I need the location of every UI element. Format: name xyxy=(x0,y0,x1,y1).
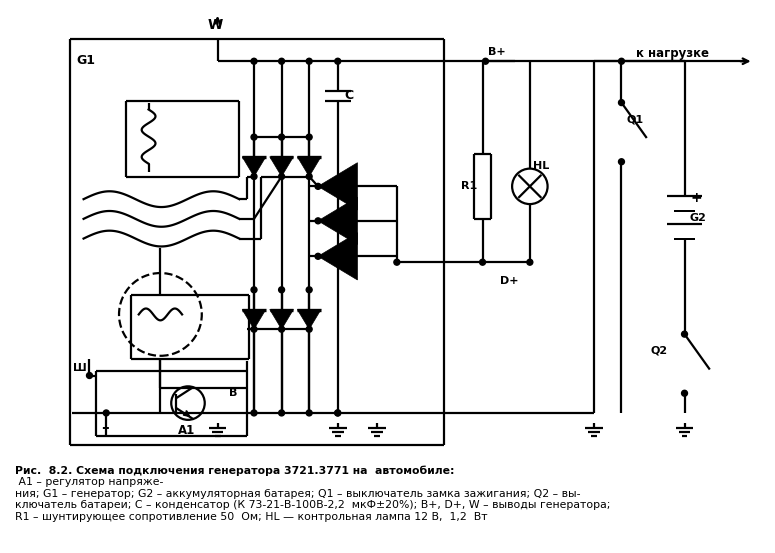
Circle shape xyxy=(315,184,321,189)
Text: В: В xyxy=(229,388,238,398)
Circle shape xyxy=(315,218,321,224)
Polygon shape xyxy=(242,310,266,329)
Circle shape xyxy=(480,259,485,265)
Polygon shape xyxy=(318,197,357,244)
Circle shape xyxy=(483,58,488,64)
Text: HL: HL xyxy=(532,161,549,171)
Text: G1: G1 xyxy=(77,54,95,67)
Circle shape xyxy=(618,100,625,106)
Circle shape xyxy=(279,58,284,64)
Text: W: W xyxy=(208,18,223,32)
Circle shape xyxy=(279,410,284,416)
Polygon shape xyxy=(242,157,266,176)
Text: Ш: Ш xyxy=(73,363,87,373)
Text: A1: A1 xyxy=(178,424,195,437)
Circle shape xyxy=(279,134,284,140)
Circle shape xyxy=(251,326,257,332)
Circle shape xyxy=(251,134,257,140)
Circle shape xyxy=(87,373,92,378)
Polygon shape xyxy=(318,233,357,280)
Circle shape xyxy=(681,331,687,337)
Text: А1 – регулятор напряже-
ния; G1 – генератор; G2 – аккумуляторная батарея; Q1 – в: А1 – регулятор напряже- ния; G1 – генера… xyxy=(15,477,610,522)
Circle shape xyxy=(306,410,312,416)
Text: Q1: Q1 xyxy=(626,114,643,124)
Circle shape xyxy=(306,326,312,332)
Circle shape xyxy=(306,58,312,64)
Text: G2: G2 xyxy=(690,213,706,223)
Circle shape xyxy=(251,174,257,180)
Text: к нагрузке: к нагрузке xyxy=(636,48,709,60)
Text: Рис.  8.2. Схема подключения генератора 3721.3771 на  автомобиле:: Рис. 8.2. Схема подключения генератора 3… xyxy=(15,465,454,476)
Text: C: C xyxy=(345,89,353,102)
Text: В+: В+ xyxy=(488,48,506,58)
Text: D+: D+ xyxy=(501,276,518,286)
Text: +: + xyxy=(691,191,702,205)
Circle shape xyxy=(251,287,257,293)
Circle shape xyxy=(279,287,284,293)
Polygon shape xyxy=(270,157,294,176)
Circle shape xyxy=(279,174,284,180)
Circle shape xyxy=(335,58,341,64)
Circle shape xyxy=(315,253,321,259)
Circle shape xyxy=(618,58,625,64)
Circle shape xyxy=(251,410,257,416)
Text: –: – xyxy=(102,420,109,435)
Circle shape xyxy=(394,259,400,265)
Circle shape xyxy=(306,174,312,180)
Text: R1: R1 xyxy=(461,181,477,191)
Circle shape xyxy=(527,259,532,265)
Circle shape xyxy=(681,390,687,396)
Circle shape xyxy=(335,410,341,416)
Circle shape xyxy=(279,326,284,332)
Polygon shape xyxy=(298,157,321,176)
Polygon shape xyxy=(270,310,294,329)
Circle shape xyxy=(618,159,625,165)
Circle shape xyxy=(103,410,109,416)
Polygon shape xyxy=(318,163,357,210)
Circle shape xyxy=(306,287,312,293)
Circle shape xyxy=(306,134,312,140)
Circle shape xyxy=(335,410,341,416)
Circle shape xyxy=(251,58,257,64)
Polygon shape xyxy=(298,310,321,329)
Text: Q2: Q2 xyxy=(650,346,667,356)
